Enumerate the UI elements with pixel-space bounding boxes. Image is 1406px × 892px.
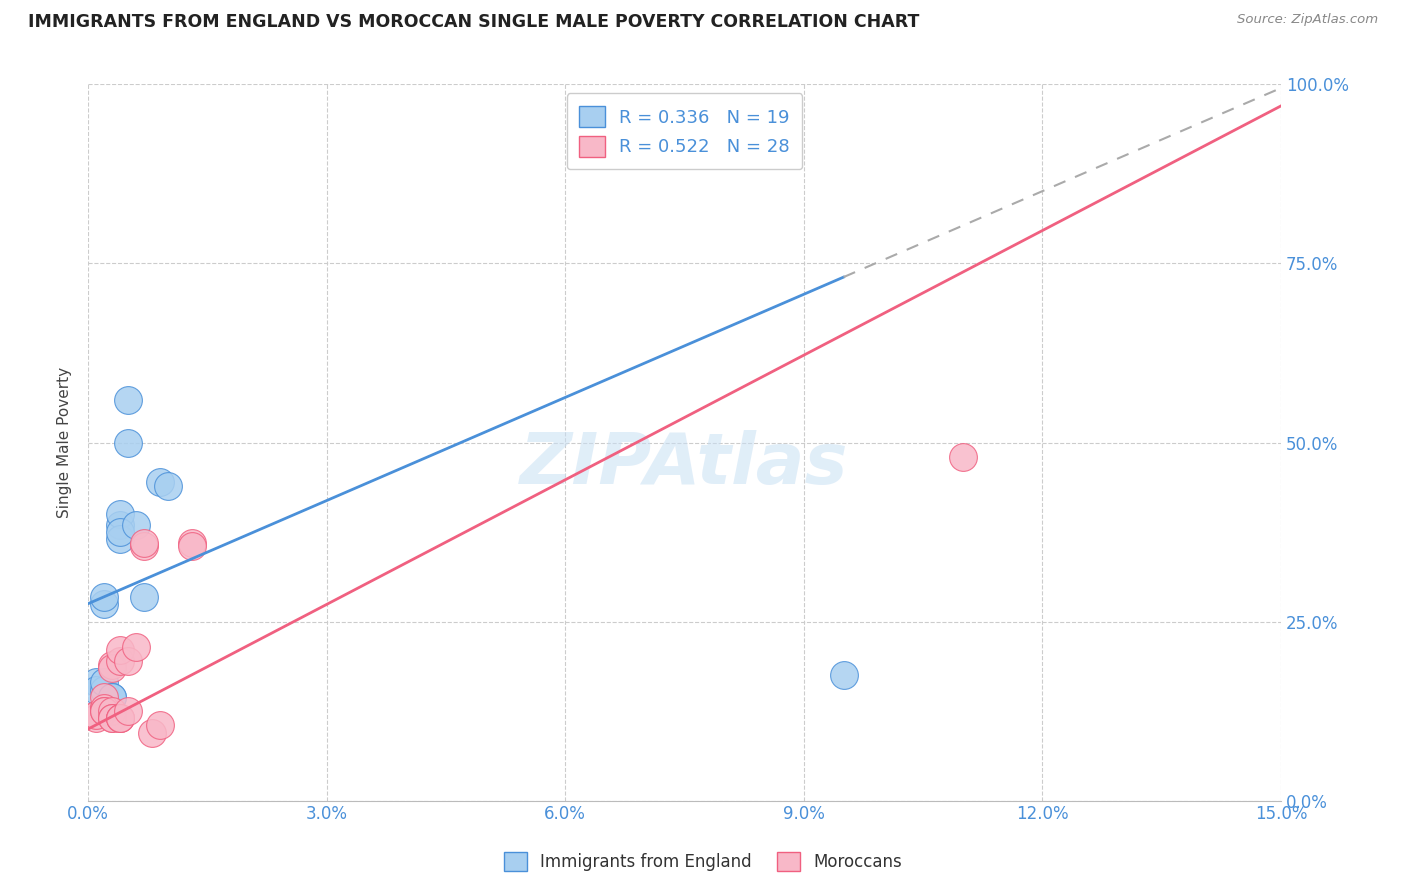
Point [141, 725, 163, 739]
Point [93, 704, 115, 718]
Point [101, 711, 124, 725]
Point [101, 657, 124, 672]
Point [101, 711, 124, 725]
Point [132, 540, 155, 554]
Point [101, 704, 124, 718]
Point [832, 668, 855, 682]
Point [117, 435, 139, 450]
Point [84, 682, 107, 697]
Legend: Immigrants from England, Moroccans: Immigrants from England, Moroccans [495, 843, 911, 880]
Point [93, 597, 115, 611]
Point [180, 536, 202, 550]
Point [84, 707, 107, 722]
Point [108, 711, 131, 725]
Point [84, 675, 107, 690]
Point [108, 654, 131, 668]
Point [84, 707, 107, 722]
Point [149, 718, 172, 732]
Point [952, 450, 974, 464]
Point [93, 590, 115, 604]
Point [108, 711, 131, 725]
Point [108, 532, 131, 546]
Point [125, 517, 148, 532]
Point [93, 700, 115, 714]
Point [125, 640, 148, 654]
Point [108, 643, 131, 657]
Point [132, 590, 155, 604]
Point [101, 661, 124, 675]
Point [93, 690, 115, 704]
Point [101, 690, 124, 704]
Point [132, 536, 155, 550]
Point [93, 682, 115, 697]
Point [108, 507, 131, 521]
Point [156, 478, 179, 492]
Point [117, 654, 139, 668]
Point [117, 704, 139, 718]
Point [101, 690, 124, 704]
Legend: R = 0.336   N = 19, R = 0.522   N = 28: R = 0.336 N = 19, R = 0.522 N = 28 [567, 94, 803, 169]
Point [93, 675, 115, 690]
Point [149, 475, 172, 489]
Point [108, 524, 131, 539]
Y-axis label: Single Male Poverty: Single Male Poverty [58, 367, 72, 518]
Point [93, 704, 115, 718]
Point [108, 711, 131, 725]
Point [117, 392, 139, 407]
Text: Source: ZipAtlas.com: Source: ZipAtlas.com [1237, 13, 1378, 27]
Point [108, 517, 131, 532]
Text: IMMIGRANTS FROM ENGLAND VS MOROCCAN SINGLE MALE POVERTY CORRELATION CHART: IMMIGRANTS FROM ENGLAND VS MOROCCAN SING… [28, 13, 920, 31]
Point [93, 700, 115, 714]
Text: ZIPAtlas: ZIPAtlas [520, 430, 849, 499]
Point [180, 540, 202, 554]
Point [84, 711, 107, 725]
